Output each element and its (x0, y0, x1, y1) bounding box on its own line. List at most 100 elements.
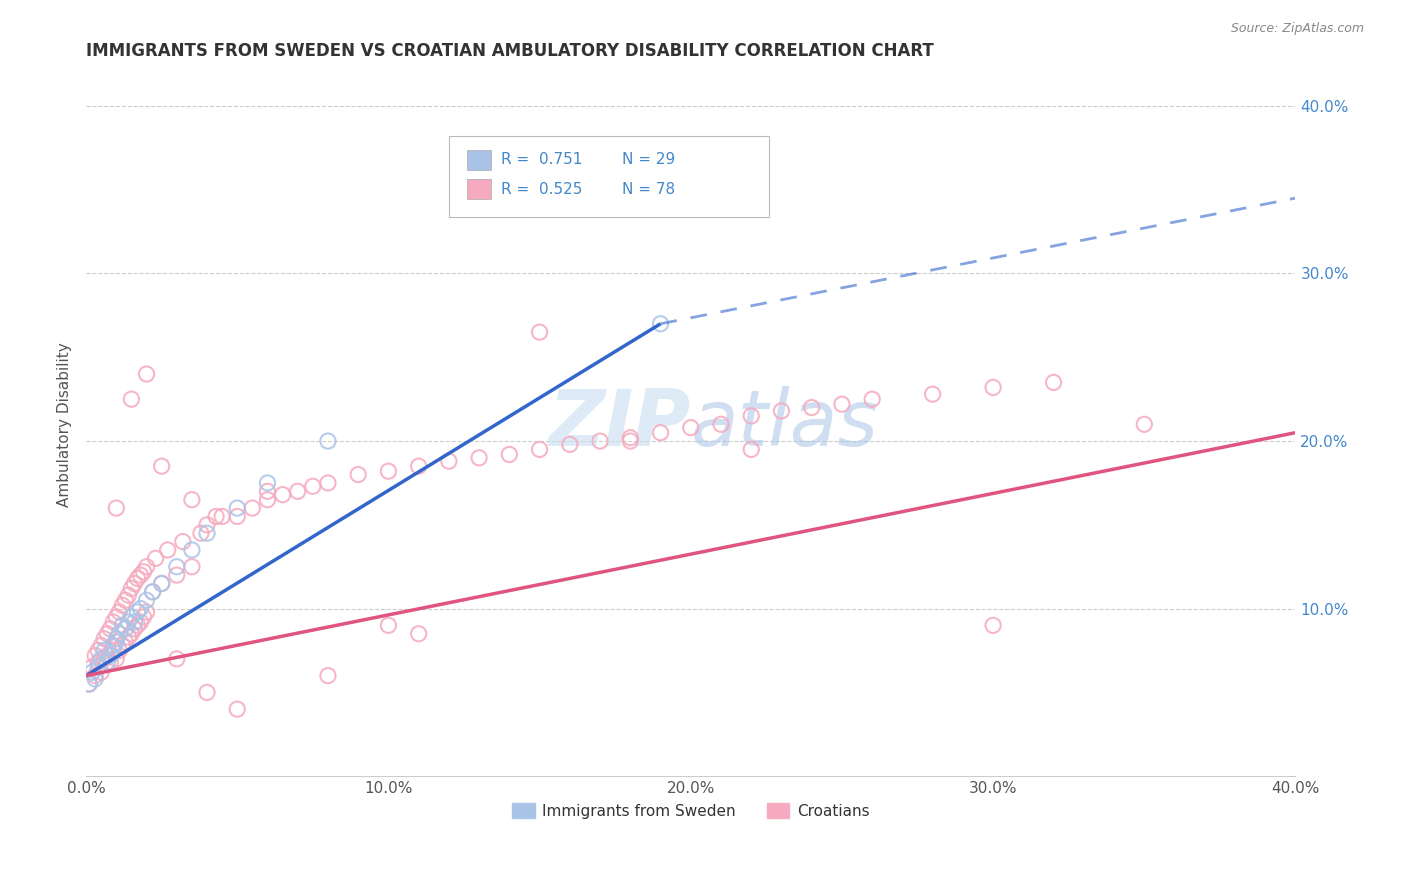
Point (740, 442, 762, 457)
Point (180, 492, 202, 507)
Point (558, 437, 581, 451)
Point (93, 643, 115, 657)
Point (226, 702, 249, 716)
Point (195, 526, 218, 541)
Point (90, 652, 112, 666)
Point (124, 622, 146, 636)
Point (84, 668, 107, 682)
Point (180, 543, 202, 558)
Point (150, 576, 173, 591)
Point (124, 615, 146, 629)
Point (129, 601, 152, 615)
Point (468, 450, 491, 465)
Point (316, 668, 339, 682)
Point (377, 618, 399, 632)
Text: R =  0.751: R = 0.751 (501, 153, 582, 167)
Point (105, 632, 128, 646)
Point (135, 605, 157, 619)
Point (114, 593, 136, 607)
Point (111, 639, 134, 653)
Point (108, 605, 131, 619)
Point (166, 568, 188, 582)
Point (710, 417, 733, 432)
Point (166, 652, 188, 666)
Point (93, 632, 115, 646)
Text: N = 78: N = 78 (621, 182, 675, 197)
Point (316, 475, 339, 490)
Point (256, 484, 278, 499)
Point (105, 610, 128, 624)
Point (172, 534, 194, 549)
Point (921, 387, 943, 401)
Point (127, 571, 149, 585)
Point (127, 618, 149, 632)
Point (529, 325, 551, 339)
Point (981, 618, 1004, 632)
Point (271, 488, 294, 502)
Point (316, 434, 339, 448)
Point (287, 484, 309, 499)
Point (114, 635, 136, 649)
Text: Source: ZipAtlas.com: Source: ZipAtlas.com (1230, 22, 1364, 36)
Point (96, 648, 118, 663)
FancyBboxPatch shape (449, 136, 769, 217)
Point (98, 655, 121, 669)
Point (87, 643, 110, 657)
Point (93, 652, 115, 666)
Point (117, 630, 139, 644)
Point (127, 605, 149, 619)
Point (77, 677, 100, 691)
Point (226, 509, 249, 524)
Point (114, 622, 136, 636)
Point (150, 576, 173, 591)
Point (98, 648, 121, 663)
Point (120, 610, 142, 624)
Point (108, 626, 131, 640)
Point (240, 501, 263, 516)
Point (150, 459, 173, 474)
Point (120, 392, 142, 406)
Point (142, 585, 165, 599)
Point (190, 526, 212, 541)
Point (87, 660, 110, 674)
Point (800, 401, 823, 415)
Point (105, 635, 128, 649)
Point (120, 626, 142, 640)
Point (1042, 376, 1064, 390)
Text: ZIP: ZIP (548, 386, 690, 462)
Point (981, 380, 1004, 394)
Point (740, 409, 762, 423)
Y-axis label: Ambulatory Disability: Ambulatory Disability (58, 342, 72, 507)
Point (84, 648, 107, 663)
Point (156, 543, 179, 558)
Point (831, 397, 853, 411)
Point (166, 559, 188, 574)
Point (117, 588, 139, 602)
Point (408, 626, 430, 640)
Point (619, 431, 641, 445)
Point (226, 501, 249, 516)
Point (860, 392, 883, 406)
Point (87, 655, 110, 669)
Point (256, 475, 278, 490)
Point (90, 639, 112, 653)
Text: R =  0.525: R = 0.525 (501, 182, 582, 197)
Point (650, 317, 672, 331)
Point (142, 585, 165, 599)
Text: IMMIGRANTS FROM SWEDEN VS CROATIAN AMBULATORY DISABILITY CORRELATION CHART: IMMIGRANTS FROM SWEDEN VS CROATIAN AMBUL… (86, 42, 934, 60)
Point (650, 425, 672, 440)
Point (105, 652, 128, 666)
Point (347, 467, 370, 482)
Point (437, 454, 460, 468)
Point (105, 501, 128, 516)
Point (111, 599, 134, 613)
Point (1133, 417, 1156, 432)
FancyBboxPatch shape (467, 150, 491, 169)
Point (135, 367, 157, 381)
Point (129, 615, 152, 629)
Point (619, 434, 641, 448)
Point (90, 665, 112, 680)
Point (256, 492, 278, 507)
Point (82, 660, 104, 674)
Point (205, 509, 228, 524)
